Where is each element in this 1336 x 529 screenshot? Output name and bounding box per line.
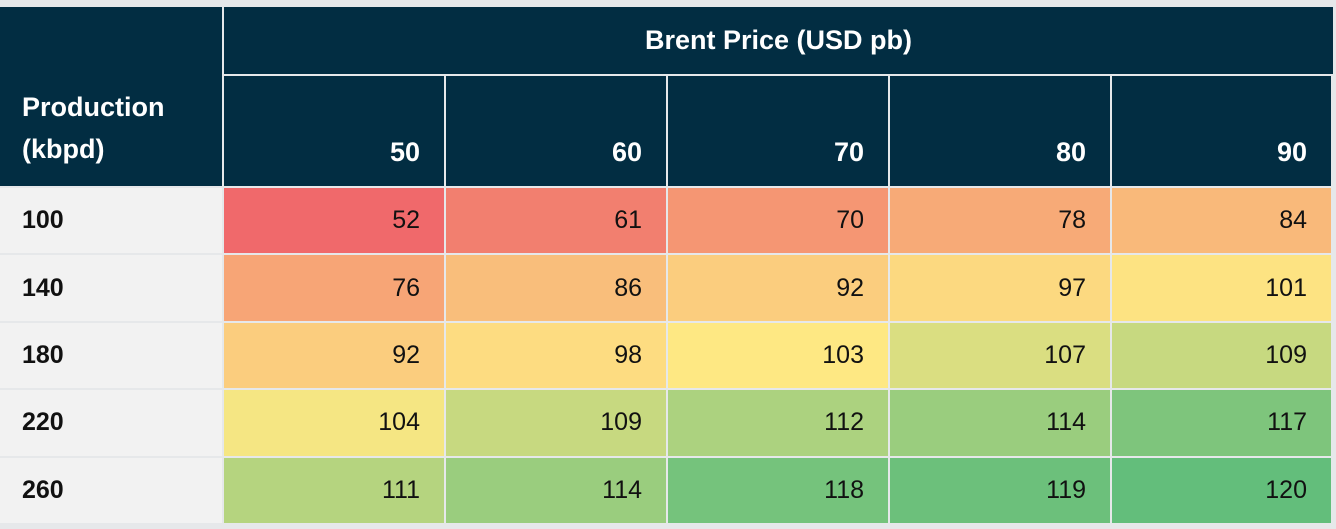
data-cell: 97 bbox=[890, 255, 1110, 321]
data-cell: 111 bbox=[224, 457, 444, 523]
column-header: 90 bbox=[1112, 76, 1331, 186]
data-cell: 98 bbox=[446, 322, 666, 389]
data-cell: 112 bbox=[668, 390, 888, 456]
column-group-header: Brent Price (USD pb) bbox=[224, 7, 1333, 74]
data-cell: 76 bbox=[224, 255, 444, 321]
data-cell: 114 bbox=[890, 390, 1110, 456]
row-label: 140 bbox=[0, 255, 222, 321]
row-label: 100 bbox=[0, 188, 222, 254]
data-cell: 107 bbox=[890, 322, 1110, 389]
data-cell: 78 bbox=[890, 188, 1110, 254]
data-cell: 114 bbox=[446, 457, 666, 523]
data-cell: 118 bbox=[668, 457, 888, 523]
column-header: 60 bbox=[446, 76, 666, 186]
data-cell: 61 bbox=[446, 188, 666, 254]
data-cell: 92 bbox=[668, 255, 888, 321]
row-label: 260 bbox=[0, 457, 222, 523]
row-label: 220 bbox=[0, 390, 222, 456]
data-cell: 84 bbox=[1112, 188, 1331, 254]
row-header: Production (kbpd) bbox=[0, 7, 222, 186]
column-header: 70 bbox=[668, 76, 888, 186]
data-cell: 103 bbox=[668, 322, 888, 389]
data-cell: 52 bbox=[224, 188, 444, 254]
data-cell: 120 bbox=[1112, 457, 1331, 523]
data-cell: 109 bbox=[446, 390, 666, 456]
data-cell: 86 bbox=[446, 255, 666, 321]
data-cell: 92 bbox=[224, 322, 444, 389]
data-cell: 117 bbox=[1112, 390, 1331, 456]
data-cell: 70 bbox=[668, 188, 888, 254]
data-cell: 109 bbox=[1112, 322, 1331, 389]
data-cell: 104 bbox=[224, 390, 444, 456]
column-header: 50 bbox=[224, 76, 444, 186]
row-label: 180 bbox=[0, 322, 222, 389]
data-cell: 119 bbox=[890, 457, 1110, 523]
column-header: 80 bbox=[890, 76, 1110, 186]
data-cell: 101 bbox=[1112, 255, 1331, 321]
